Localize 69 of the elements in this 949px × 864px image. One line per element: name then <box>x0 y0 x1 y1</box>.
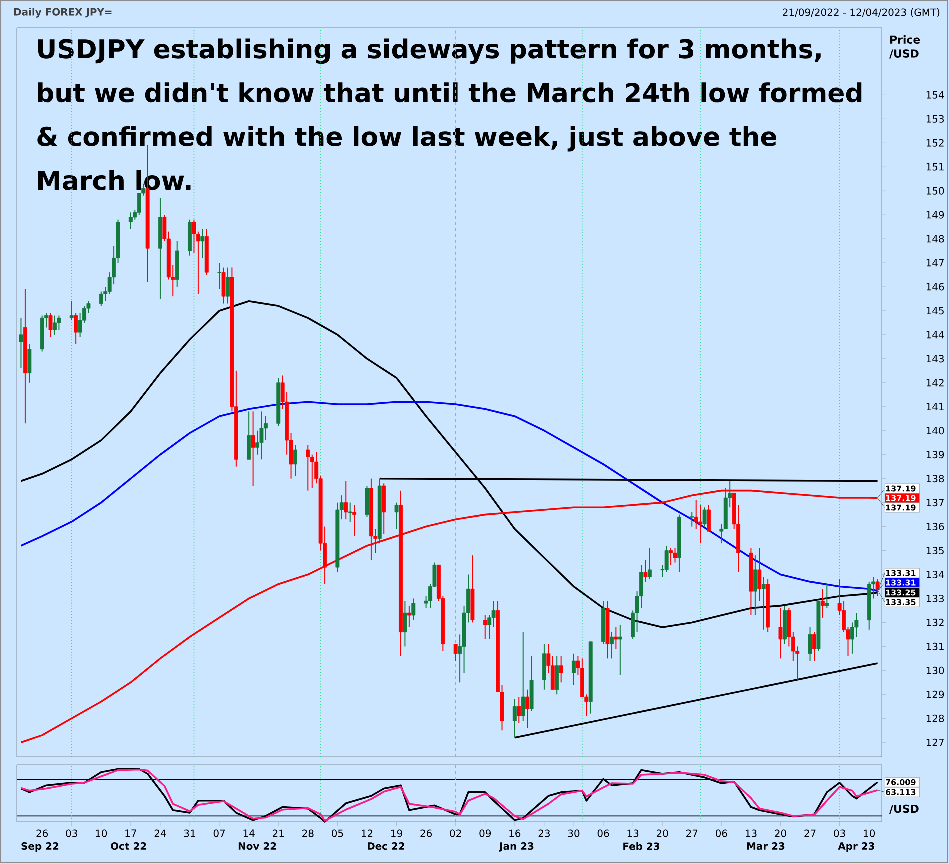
y-tick-label: 143 <box>926 355 944 363</box>
y-tick-label: 138 <box>926 475 944 483</box>
x-tick-label: 03 <box>834 830 846 838</box>
y-tick-label: 140 <box>926 427 944 435</box>
y-tick-label: 130 <box>926 666 944 674</box>
x-tick-label: 26 <box>420 830 432 838</box>
x-tick-label: 16 <box>510 830 521 838</box>
x-tick-label: 13 <box>628 830 639 838</box>
y-tick-label: 154 <box>926 91 944 99</box>
chart-subtitle: 21/09/2022 - 12/04/2023 (GMT) <box>783 8 940 18</box>
text: Nov 22 <box>238 842 276 850</box>
y-tick-label: 150 <box>926 187 944 195</box>
y-tick-label: 141 <box>926 403 944 411</box>
y-tick-label: 135 <box>926 546 944 555</box>
y-tick-label: 136 <box>926 523 944 531</box>
x-tick-label: 28 <box>302 830 314 838</box>
x-tick-label: 12 <box>362 830 373 838</box>
y-tick-label: 142 <box>926 379 944 387</box>
y-tick-label: 131 <box>926 642 944 650</box>
x-tick-label: 20 <box>656 830 668 838</box>
text: Mar 23 <box>747 842 785 850</box>
y-tick-label: 137 <box>926 499 944 507</box>
x-tick-label: 20 <box>775 830 786 838</box>
x-tick-label: 19 <box>392 830 402 838</box>
y-tick-label: 128 <box>926 714 944 722</box>
y-tick-label: 147 <box>926 259 944 267</box>
text: Oct 22 <box>111 842 146 850</box>
x-tick-label: 31 <box>184 830 196 838</box>
x-tick-label: 10 <box>96 830 108 838</box>
y-tick-label: 151 <box>926 163 944 171</box>
chart-title: Daily FOREX JPY= <box>14 8 112 18</box>
x-tick-label: 09 <box>480 830 492 838</box>
y-axis-title: Price /USD <box>890 36 920 59</box>
x-tick-label: 10 <box>864 830 876 838</box>
x-tick-label: 06 <box>716 830 728 838</box>
x-tick-label: 27 <box>686 830 698 838</box>
text: Apr 23 <box>838 842 874 852</box>
text: Dec 22 <box>368 842 404 850</box>
y-tick-label: 145 <box>926 307 944 315</box>
x-tick-label: 02 <box>450 830 462 838</box>
y-tick-label: 146 <box>926 283 944 291</box>
x-tick-label: 21 <box>273 830 284 838</box>
text: Feb 23 <box>624 842 660 850</box>
text: Jan 23 <box>499 842 534 852</box>
x-tick-label: 26 <box>36 830 48 838</box>
x-tick-label: 14 <box>244 830 255 838</box>
x-tick-label: 30 <box>568 830 580 838</box>
x-tick-label: 23 <box>538 830 550 838</box>
y-tick-label: 144 <box>926 331 944 339</box>
x-tick-label: 27 <box>804 830 816 838</box>
x-tick-label: 07 <box>214 830 226 838</box>
x-tick-label: 06 <box>598 830 610 838</box>
y-tick-label: 129 <box>926 690 944 698</box>
x-tick-label: 05 <box>332 830 344 838</box>
y-tick-label: 148 <box>926 235 944 243</box>
y-tick-label: 139 <box>926 451 944 459</box>
y-tick-label: 132 <box>926 618 944 626</box>
y-tick-label: 127 <box>926 738 944 746</box>
x-tick-label: 03 <box>66 830 78 838</box>
x-tick-label: 24 <box>154 830 166 838</box>
x-tick-label: 13 <box>746 830 757 838</box>
y-axis-title: /USD <box>890 804 919 814</box>
y-tick-label: 153 <box>926 115 944 123</box>
text: Sep 22 <box>22 842 59 852</box>
y-tick-label: 149 <box>926 211 944 219</box>
y-tick-label: 133 <box>926 594 944 602</box>
x-tick-label: 17 <box>126 830 136 838</box>
y-tick-label: 152 <box>926 139 944 147</box>
y-tick-label: 134 <box>926 570 944 579</box>
